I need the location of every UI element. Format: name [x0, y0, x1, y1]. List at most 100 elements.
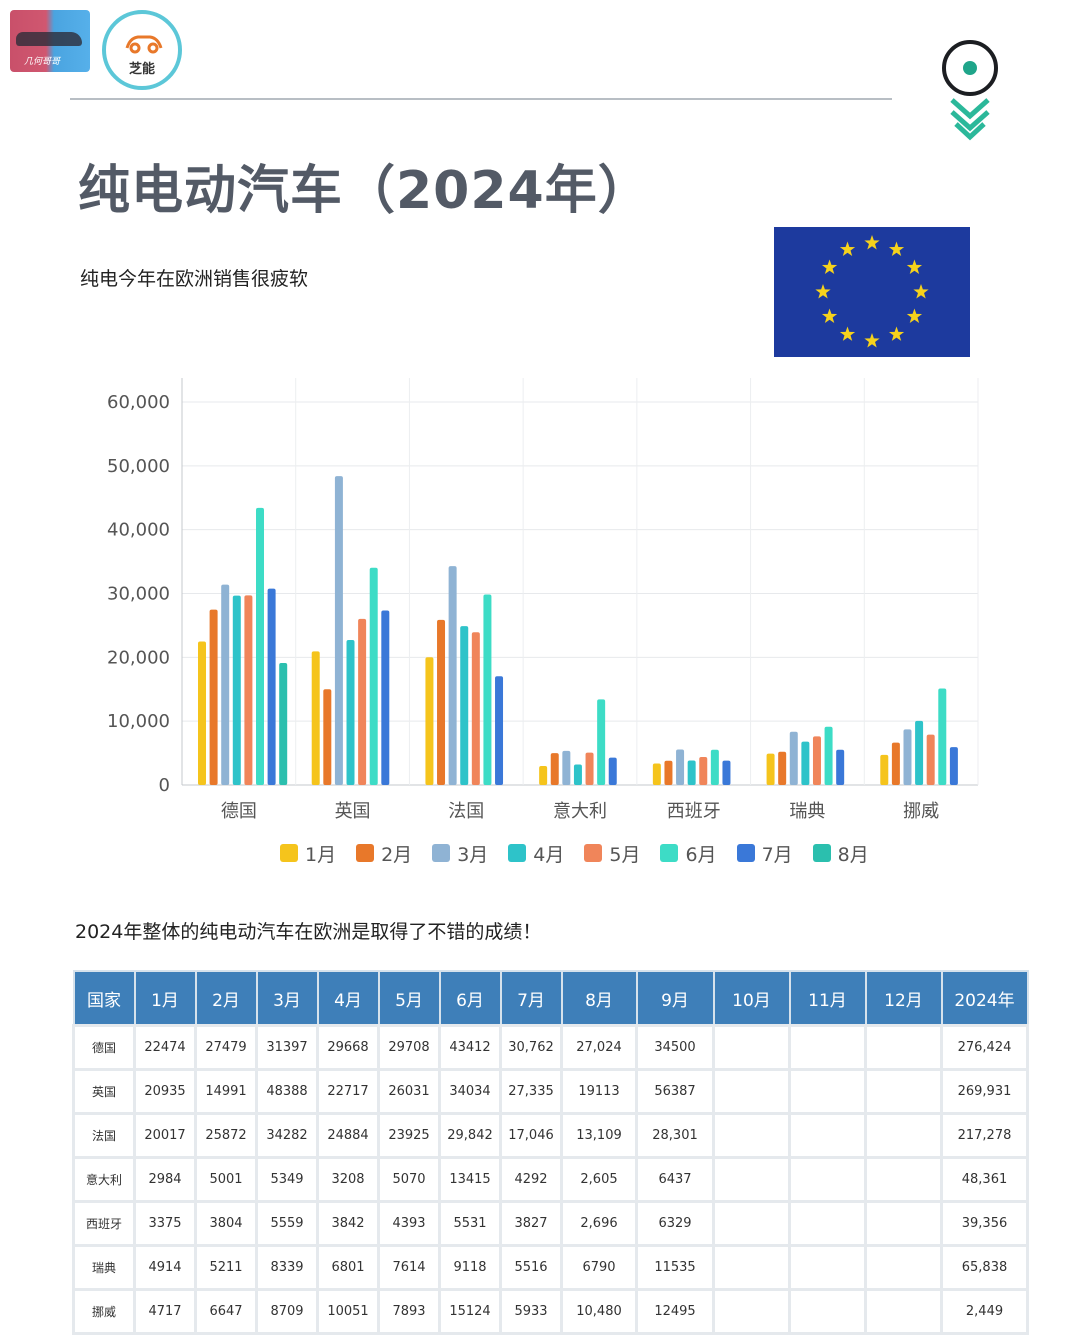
chart-bar	[812, 736, 821, 785]
legend-item[interactable]: 2月	[356, 840, 412, 866]
location-pin-icon	[942, 40, 998, 141]
chart-bar	[676, 749, 685, 785]
legend-item[interactable]: 5月	[584, 840, 640, 866]
legend-label: 1月	[305, 843, 337, 866]
legend-label: 7月	[761, 843, 793, 866]
table-cell: 34500	[635, 1024, 715, 1071]
flag-star	[821, 308, 838, 323]
table-cell: 28,301	[635, 1112, 715, 1159]
table-cell	[788, 1288, 867, 1335]
eu-stars-icon	[815, 235, 929, 348]
y-tick-label: 10,000	[107, 711, 170, 732]
table-row: 挪威 4717 6647 8709 10051 7893 15124 5933 10,480 12…	[72, 1288, 1029, 1335]
table-cell: 56387	[635, 1068, 715, 1115]
table-cell: 29,842	[438, 1112, 502, 1159]
chart-bar	[425, 657, 434, 785]
chart-bar	[938, 688, 947, 785]
chart-bar	[699, 756, 708, 785]
table-cell: 10051	[316, 1288, 380, 1335]
legend-label: 5月	[609, 843, 641, 866]
chart-bar	[232, 595, 241, 785]
table-cell: 22474	[133, 1024, 197, 1071]
legend-item[interactable]: 7月	[736, 840, 793, 866]
table-cell	[864, 1068, 943, 1115]
chart-bar	[437, 619, 446, 785]
chart-bar	[608, 757, 617, 785]
table-cell: 5211	[194, 1244, 258, 1291]
table-cell: 217,278	[940, 1112, 1029, 1159]
flag-star	[815, 284, 831, 299]
chart-bar	[710, 749, 719, 785]
table-header-cell: 国家	[72, 970, 136, 1027]
flag-star	[888, 326, 905, 341]
table-cell	[788, 1156, 867, 1203]
table-header-cell: 11月	[788, 970, 867, 1027]
y-tick-label: 40,000	[107, 520, 170, 541]
table-cell: 27,335	[499, 1068, 563, 1115]
y-tick-label: 30,000	[107, 584, 170, 605]
table-cell	[788, 1200, 867, 1247]
chart-bar	[334, 476, 343, 785]
legend-item[interactable]: 4月	[508, 840, 564, 866]
chart-bar	[279, 662, 288, 785]
table-cell	[712, 1112, 791, 1159]
chart-bar	[448, 566, 457, 785]
brand-circle: 芝能	[102, 10, 182, 90]
country-cell: 挪威	[72, 1288, 136, 1335]
legend-item[interactable]: 3月	[432, 840, 488, 866]
table-cell: 48,361	[940, 1156, 1029, 1203]
table-cell	[712, 1244, 791, 1291]
y-tick-label: 0	[159, 775, 170, 796]
y-tick-label: 20,000	[107, 647, 170, 668]
legend-swatch	[508, 844, 527, 862]
table-cell	[788, 1244, 867, 1291]
legend-item[interactable]: 6月	[660, 840, 717, 866]
flag-star	[906, 259, 923, 274]
table-cell: 43412	[438, 1024, 502, 1071]
table-header-cell: 9月	[635, 970, 715, 1027]
country-cell: 德国	[72, 1024, 136, 1071]
chart-bar	[880, 754, 889, 785]
table-cell: 24884	[316, 1112, 380, 1159]
table-cell: 5001	[194, 1156, 258, 1203]
table-cell: 12495	[635, 1288, 715, 1335]
legend-item[interactable]: 8月	[812, 840, 869, 866]
chart-bar	[597, 699, 606, 785]
table-cell: 269,931	[940, 1068, 1029, 1115]
table-cell: 17,046	[499, 1112, 563, 1159]
table-cell: 6329	[635, 1200, 715, 1247]
chart-bar	[891, 742, 900, 785]
car-icon	[16, 32, 82, 46]
table-cell: 6437	[635, 1156, 715, 1203]
table-cell: 5559	[255, 1200, 319, 1247]
chart-bar	[495, 676, 504, 785]
flag-star	[839, 326, 856, 341]
table-cell: 5516	[499, 1244, 563, 1291]
table-cell: 4292	[499, 1156, 563, 1203]
chart-bar	[311, 651, 320, 785]
chart-bar	[256, 507, 264, 785]
table-cell: 8709	[255, 1288, 319, 1335]
legend-item[interactable]: 1月	[280, 840, 336, 866]
legend-swatch	[280, 844, 298, 862]
table-cell	[712, 1288, 791, 1335]
chart-bar	[381, 610, 390, 785]
table-cell: 11535	[635, 1244, 715, 1291]
chart-bar	[244, 595, 253, 785]
y-tick-label: 50,000	[107, 456, 170, 477]
table-cell: 2984	[133, 1156, 197, 1203]
table-row: 西班牙 3375 3804 5559 3842 4393 5531 3827 2,696 6329…	[72, 1200, 1029, 1247]
car-outline-icon	[125, 35, 163, 54]
legend-swatch	[584, 844, 603, 862]
table-cell	[864, 1244, 943, 1291]
table-cell: 10,480	[560, 1288, 638, 1335]
table-cell: 27,024	[560, 1024, 638, 1071]
table-cell	[712, 1200, 791, 1247]
table-cell	[712, 1068, 791, 1115]
chart-bar	[949, 747, 958, 785]
chart-bar	[926, 734, 935, 785]
summary-note: 2024年整体的纯电动汽车在欧洲是取得了不错的成绩！	[75, 921, 542, 943]
legend-label: 2月	[381, 843, 413, 866]
legend-label: 4月	[533, 843, 565, 866]
chart-bar	[221, 584, 230, 785]
